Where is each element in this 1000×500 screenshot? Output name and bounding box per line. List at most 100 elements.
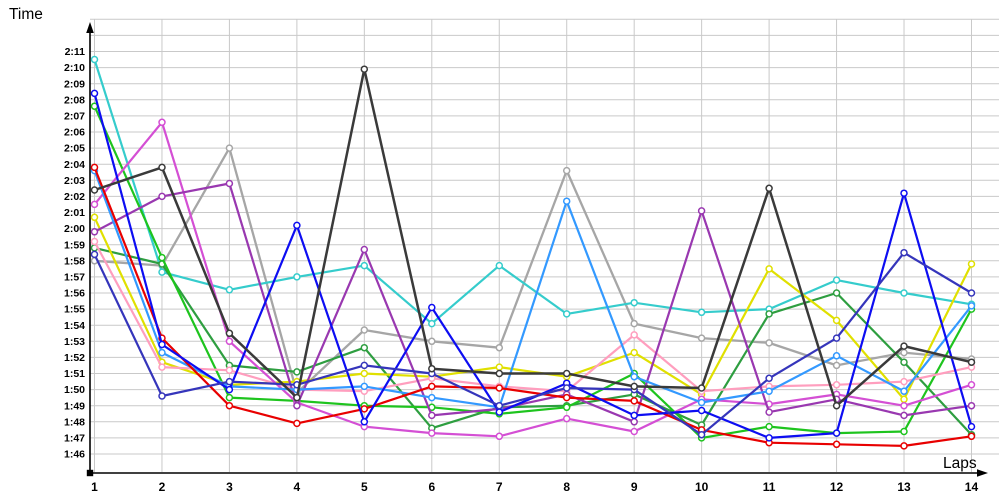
marker-cyan-lap12 [832, 276, 841, 284]
x-tick-label: 9 [631, 480, 638, 494]
origin-marker [86, 469, 94, 477]
marker-magenta-lap3 [225, 337, 234, 346]
marker-green-lap2 [158, 253, 166, 262]
marker-black-lap6 [428, 364, 436, 373]
x-tick-label: 2 [159, 480, 166, 494]
marker-blue-lap14 [967, 422, 976, 431]
marker-navy-lap13 [900, 248, 908, 257]
y-tick-label: 1:50 [64, 384, 85, 396]
marker-yellow-lap14 [967, 260, 976, 268]
marker-gray-lap7 [495, 343, 504, 352]
marker-red-lap6 [428, 382, 436, 391]
x-tick-label: 11 [763, 480, 776, 494]
y-tick-label: 1:59 [64, 239, 85, 251]
x-tick-label: 3 [226, 480, 233, 494]
y-tick-label: 1:54 [64, 320, 85, 332]
marker-navy-lap1 [90, 250, 99, 259]
y-tick-label: 2:05 [64, 143, 85, 155]
marker-purple-lap5 [360, 245, 369, 254]
x-axis-arrow-icon [977, 469, 988, 477]
marker-red-lap13 [900, 442, 908, 450]
marker-navy-lap3 [225, 377, 234, 386]
y-tick-label: 1:47 [64, 433, 85, 445]
x-axis-tick-labels: 1 2 3 4 5 6 7 8 9 10 11 12 13 14 [91, 480, 978, 494]
marker-red-lap9 [630, 397, 638, 405]
marker-purple-lap3 [225, 179, 234, 188]
marker-dodger-lap2 [158, 348, 166, 357]
marker-red-lap14 [967, 432, 976, 441]
y-tick-label: 2:10 [64, 62, 85, 74]
marker-green-lap3 [225, 393, 234, 402]
marker-navy-lap7 [495, 401, 504, 410]
marker-seagreen-lap12 [832, 289, 841, 297]
series-line-pink [93, 240, 973, 393]
marker-purple-lap4 [293, 401, 301, 410]
x-tick-label: 12 [830, 480, 844, 494]
y-tick-label: 2:00 [64, 223, 85, 235]
x-tick-label: 1 [91, 480, 98, 494]
marker-dodger-lap11 [765, 387, 773, 395]
marker-blue-lap7 [495, 408, 504, 416]
marker-black-lap2 [158, 163, 166, 172]
marker-gray-lap5 [360, 326, 369, 334]
marker-magenta-lap1 [90, 200, 99, 209]
marker-blue-lap13 [900, 189, 908, 197]
y-tick-label: 2:03 [64, 175, 85, 187]
marker-gray-lap10 [697, 334, 706, 342]
marker-red-lap1 [90, 163, 99, 172]
marker-seagreen-lap5 [360, 343, 369, 352]
marker-cyan-lap2 [158, 268, 166, 276]
y-tick-label: 1:58 [64, 255, 85, 267]
marker-gray-lap12 [832, 361, 841, 370]
y-tick-label: 1:56 [64, 288, 85, 300]
marker-dodger-lap10 [697, 398, 706, 407]
marker-navy-lap2 [158, 392, 166, 400]
marker-purple-lap6 [428, 411, 436, 420]
marker-cyan-lap6 [428, 319, 436, 328]
marker-gray-lap9 [630, 319, 638, 328]
marker-black-lap1 [90, 186, 99, 194]
marker-dodger-lap6 [428, 393, 436, 402]
marker-navy-lap12 [832, 334, 841, 342]
series-line-green [93, 105, 973, 439]
marker-blue-lap12 [832, 429, 841, 437]
marker-magenta-lap2 [158, 118, 166, 127]
y-tick-label: 1:57 [64, 272, 85, 284]
y-tick-label: 1:51 [64, 368, 85, 380]
marker-yellow-lap13 [900, 395, 908, 404]
marker-purple-lap10 [697, 207, 706, 215]
marker-red-lap8 [562, 393, 571, 402]
marker-magenta-lap7 [495, 432, 504, 441]
marker-pink-lap9 [630, 331, 638, 339]
marker-yellow-lap1 [90, 213, 99, 222]
marker-cyan-lap5 [360, 261, 369, 270]
marker-black-lap13 [900, 342, 908, 350]
y-tick-label: 1:53 [64, 336, 85, 348]
marker-red-lap12 [832, 440, 841, 449]
series-line-purple [93, 182, 973, 423]
marker-dodger-lap9 [630, 372, 638, 381]
x-tick-label: 4 [294, 480, 301, 494]
series-line-red [93, 166, 973, 447]
marker-magenta-lap14 [967, 381, 976, 389]
marker-black-lap10 [697, 384, 706, 392]
marker-cyan-lap1 [90, 55, 99, 64]
marker-magenta-lap6 [428, 429, 436, 437]
x-tick-label: 10 [695, 480, 709, 494]
marker-magenta-lap9 [630, 427, 638, 436]
marker-dodger-lap8 [562, 197, 571, 205]
x-tick-label: 8 [563, 480, 570, 494]
marker-cyan-lap3 [225, 286, 234, 294]
y-tick-label: 2:11 [65, 46, 86, 58]
marker-cyan-lap8 [562, 310, 571, 318]
marker-purple-lap2 [158, 192, 166, 201]
marker-navy-lap11 [765, 374, 773, 383]
series-line-dodger [93, 169, 973, 409]
y-tick-label: 1:46 [64, 449, 85, 461]
y-tick-label: 2:07 [64, 111, 85, 123]
y-tick-label: 1:52 [64, 352, 85, 364]
marker-black-lap9 [630, 382, 638, 391]
y-tick-label: 2:08 [64, 94, 85, 106]
marker-cyan-lap13 [900, 289, 908, 297]
